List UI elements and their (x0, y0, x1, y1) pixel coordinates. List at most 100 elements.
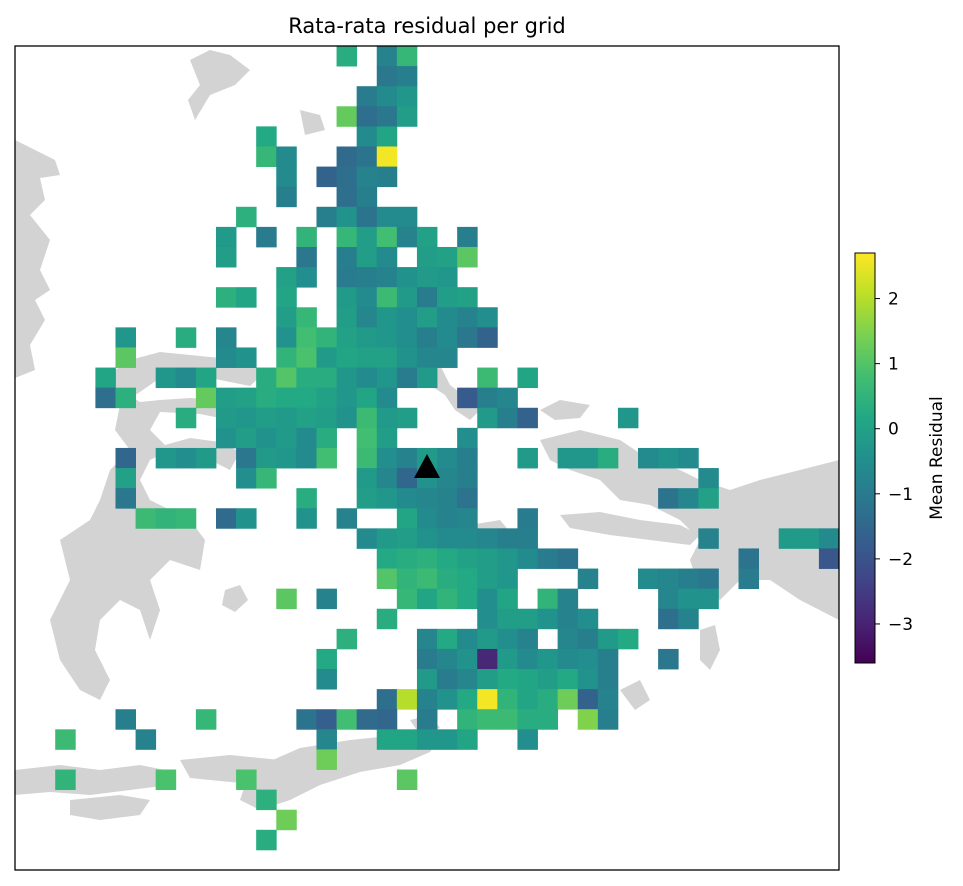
heatmap-cell (95, 367, 116, 389)
heatmap-cell (698, 568, 719, 590)
heatmap-cell (356, 166, 378, 188)
heatmap-cell (356, 528, 378, 549)
heatmap-cell (236, 427, 257, 449)
heatmap-cell (517, 608, 538, 630)
heatmap-cell (155, 367, 177, 389)
heatmap-cell (276, 387, 297, 409)
heatmap-cell (537, 548, 559, 569)
heatmap-cell (135, 729, 157, 750)
heatmap-cell (336, 287, 358, 308)
heatmap-cell (336, 46, 358, 67)
heatmap-cell (376, 488, 398, 509)
heatmap-cell (296, 347, 317, 368)
heatmap-cell (537, 669, 559, 690)
heatmap-cell (416, 669, 438, 690)
heatmap-cell (517, 447, 538, 469)
heatmap-cell (477, 588, 498, 610)
heatmap-cell (678, 488, 699, 509)
colorbar: 2 1 0 −1 −2 −3 Mean Residual (854, 252, 947, 664)
heatmap-cell (256, 829, 277, 851)
heatmap-cell (437, 508, 458, 529)
heatmap-cell (396, 568, 418, 590)
heatmap-cell (457, 468, 478, 489)
heatmap-cell (276, 367, 297, 389)
heatmap-cell (457, 226, 478, 248)
heatmap-cell (276, 186, 297, 208)
colorbar-tick-label: −3 (888, 615, 913, 635)
heatmap-cell (658, 588, 679, 610)
heatmap-cell (396, 769, 418, 791)
heatmap-cell (437, 307, 458, 328)
heatmap-cell (376, 226, 398, 248)
heatmap-cell (276, 407, 297, 429)
heatmap-cell (256, 387, 277, 409)
heatmap-cell (376, 427, 398, 449)
heatmap-cell (396, 548, 418, 569)
heatmap-cell (818, 528, 839, 549)
heatmap-cell (356, 488, 378, 509)
heatmap-cell (396, 347, 418, 368)
heatmap-cell (236, 206, 257, 228)
heatmap-cell (457, 387, 478, 409)
heatmap-cell (195, 367, 217, 389)
heatmap-cell (437, 327, 458, 348)
heatmap-cell (356, 709, 378, 730)
heatmap-cell (738, 548, 760, 569)
heatmap-cell (256, 407, 277, 429)
heatmap-cell (437, 347, 458, 368)
heatmap-cell (517, 548, 538, 569)
heatmap-cell (115, 709, 136, 730)
heatmap-cell (497, 568, 518, 590)
heatmap-cell (678, 447, 699, 469)
heatmap-cell (477, 387, 498, 409)
heatmap-cell (356, 106, 378, 127)
heatmap-cell (376, 206, 398, 228)
heatmap-cell (477, 648, 498, 670)
heatmap-cell (316, 669, 337, 690)
heatmap-cell (437, 729, 458, 750)
heatmap-cell (376, 367, 398, 389)
heatmap-cell (175, 327, 197, 348)
heatmap-cell (396, 307, 418, 328)
heatmap-cell (276, 287, 297, 308)
heatmap-cell (597, 628, 619, 650)
heatmap-cell (537, 689, 559, 710)
heatmap-cell (577, 648, 599, 670)
heatmap-cell (336, 387, 358, 409)
heatmap-cell (336, 709, 358, 730)
heatmap-cell (557, 648, 579, 670)
heatmap-cell (396, 66, 418, 87)
heatmap-cell (376, 548, 398, 569)
heatmap-cell (356, 126, 378, 147)
colorbar-gradient (854, 252, 876, 664)
heatmap-cell (296, 427, 317, 449)
heatmap-cell (437, 588, 458, 610)
heatmap-cell (658, 568, 679, 590)
heatmap-cell (296, 226, 317, 248)
heatmap-cell (316, 648, 337, 670)
heatmap-cell (457, 709, 478, 730)
heatmap-cell (457, 729, 478, 750)
heatmap-cell (537, 648, 559, 670)
heatmap-cell (396, 367, 418, 389)
heatmap-cell (316, 407, 337, 429)
heatmap-cell (416, 367, 438, 389)
heatmap-cell (55, 729, 76, 750)
heatmap-cell (437, 447, 458, 469)
heatmap-cell (256, 226, 277, 248)
heatmap-cell (497, 689, 518, 710)
heatmap-cell (336, 407, 358, 429)
heatmap-cell (376, 608, 398, 630)
heatmap-cell (155, 508, 177, 529)
heatmap-cell (557, 447, 579, 469)
heatmap-cell (316, 347, 337, 368)
heatmap-cell (416, 347, 438, 368)
heatmap-cell (457, 669, 478, 690)
heatmap-cell (276, 447, 297, 469)
heatmap-cell (678, 588, 699, 610)
heatmap-cell (195, 387, 217, 409)
heatmap-cell (477, 709, 498, 730)
heatmap-cell (376, 246, 398, 268)
heatmap-cell (376, 307, 398, 328)
heatmap-cell (115, 347, 136, 368)
